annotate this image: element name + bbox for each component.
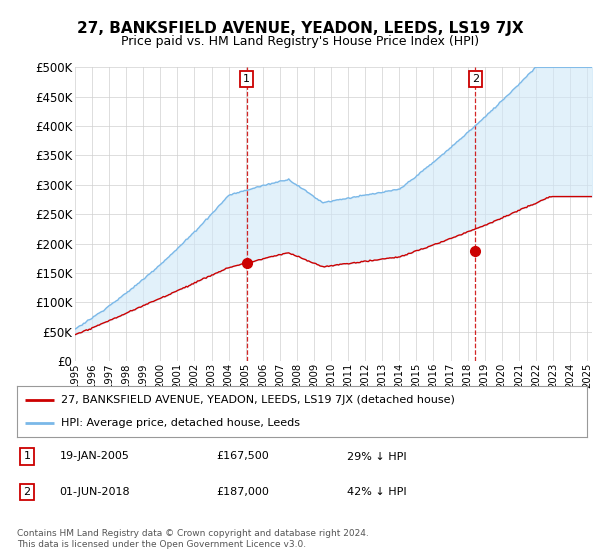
Text: 29% ↓ HPI: 29% ↓ HPI bbox=[347, 451, 407, 461]
Text: Contains HM Land Registry data © Crown copyright and database right 2024.
This d: Contains HM Land Registry data © Crown c… bbox=[17, 529, 368, 549]
Text: £167,500: £167,500 bbox=[217, 451, 269, 461]
Text: HPI: Average price, detached house, Leeds: HPI: Average price, detached house, Leed… bbox=[61, 418, 300, 428]
Text: 27, BANKSFIELD AVENUE, YEADON, LEEDS, LS19 7JX: 27, BANKSFIELD AVENUE, YEADON, LEEDS, LS… bbox=[77, 21, 523, 36]
Text: 1: 1 bbox=[23, 451, 31, 461]
Text: 19-JAN-2005: 19-JAN-2005 bbox=[59, 451, 130, 461]
Text: 1: 1 bbox=[243, 74, 250, 84]
Text: 2: 2 bbox=[23, 487, 31, 497]
Text: Price paid vs. HM Land Registry's House Price Index (HPI): Price paid vs. HM Land Registry's House … bbox=[121, 35, 479, 48]
Text: £187,000: £187,000 bbox=[217, 487, 269, 497]
Text: 27, BANKSFIELD AVENUE, YEADON, LEEDS, LS19 7JX (detached house): 27, BANKSFIELD AVENUE, YEADON, LEEDS, LS… bbox=[61, 395, 455, 405]
Text: 01-JUN-2018: 01-JUN-2018 bbox=[59, 487, 130, 497]
Text: 2: 2 bbox=[472, 74, 479, 84]
Text: 42% ↓ HPI: 42% ↓ HPI bbox=[347, 487, 407, 497]
